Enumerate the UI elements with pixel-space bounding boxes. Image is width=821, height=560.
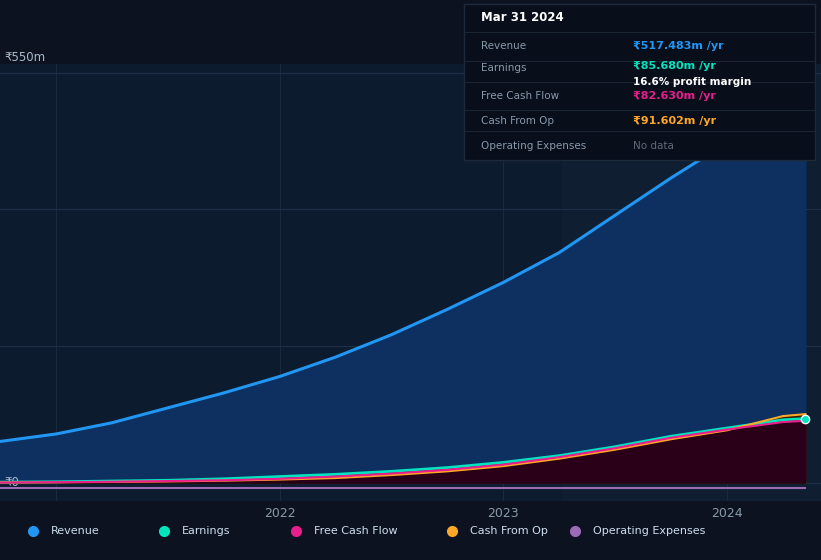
Text: ₹82.630m /yr: ₹82.630m /yr bbox=[632, 91, 715, 101]
Text: Revenue: Revenue bbox=[51, 526, 99, 535]
Text: Earnings: Earnings bbox=[481, 63, 527, 73]
Text: ₹0: ₹0 bbox=[4, 476, 19, 489]
Text: ₹550m: ₹550m bbox=[4, 52, 45, 64]
Bar bbox=[562, 64, 821, 501]
Text: Revenue: Revenue bbox=[481, 41, 526, 52]
Text: Free Cash Flow: Free Cash Flow bbox=[314, 526, 397, 535]
Text: ₹91.602m /yr: ₹91.602m /yr bbox=[632, 116, 716, 125]
Text: Operating Expenses: Operating Expenses bbox=[593, 526, 705, 535]
Text: ₹85.680m /yr: ₹85.680m /yr bbox=[632, 61, 715, 71]
Text: Mar 31 2024: Mar 31 2024 bbox=[481, 11, 564, 25]
Text: Cash From Op: Cash From Op bbox=[470, 526, 548, 535]
Text: ₹517.483m /yr: ₹517.483m /yr bbox=[632, 41, 723, 52]
Text: Free Cash Flow: Free Cash Flow bbox=[481, 91, 560, 101]
Text: Earnings: Earnings bbox=[182, 526, 231, 535]
Text: Operating Expenses: Operating Expenses bbox=[481, 141, 587, 151]
Text: 16.6% profit margin: 16.6% profit margin bbox=[632, 77, 750, 87]
Text: No data: No data bbox=[632, 141, 673, 151]
Text: Cash From Op: Cash From Op bbox=[481, 116, 554, 125]
